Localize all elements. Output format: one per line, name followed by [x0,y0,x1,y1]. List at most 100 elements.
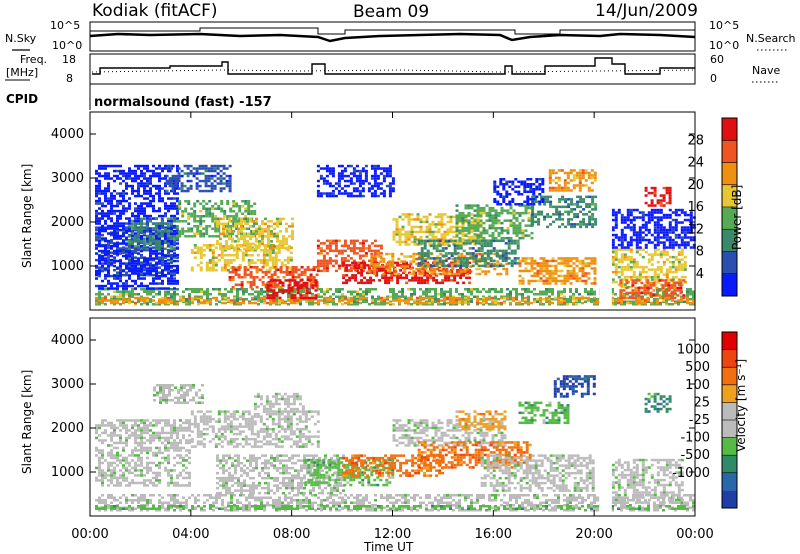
echo-cell [443,303,446,306]
echo-cell [262,251,266,254]
echo-cell [439,272,443,276]
echo-cell [578,176,582,180]
echo-cell [170,288,173,291]
echo-cell [504,259,508,263]
echo-cell [137,189,140,193]
echo-cell [164,182,167,185]
echo-cell [196,227,200,230]
nsearch-trace [90,27,695,35]
echo-cell [572,179,576,182]
echo-cell [137,252,140,255]
echo-cell [98,229,101,233]
echo-cell [566,279,570,283]
echo-cell [462,281,466,285]
echo-cell [267,225,270,228]
echo-cell [462,274,466,277]
echo-cell [466,267,470,271]
echo-cell [107,209,110,213]
echo-cell [158,192,161,195]
echo-cell [273,266,277,269]
echo-cell [146,192,149,195]
echo-cell [448,262,452,266]
echo-cell [170,295,173,298]
echo-cell [345,269,349,272]
echo-cell [113,268,116,272]
echo-cell [500,288,503,291]
echo-cell [376,255,380,258]
echo-cell [500,301,503,305]
echo-cell [300,271,304,274]
echo-cell [435,281,439,285]
echo-cell [331,239,335,243]
echo-cell [416,213,420,216]
echo-cell [231,240,234,243]
echo-cell [134,169,137,173]
echo-cell [293,288,296,291]
echo-cell [143,257,146,260]
echo-cell [510,239,514,243]
echo-cell [98,299,101,302]
echo-cell [164,202,167,205]
echo-cell [449,301,452,305]
echo-cell [161,261,164,264]
echo-cell [127,242,131,246]
echo-cell [122,234,125,238]
echo-cell [197,288,200,291]
echo-cell [456,264,460,268]
echo-cell [428,213,432,216]
echo-cell [594,195,598,199]
echo-cell [274,259,278,262]
echo-cell [273,232,276,236]
echo-cell [374,300,377,303]
echo-cell [134,301,137,305]
echo-cell [449,290,452,293]
echo-cell [489,249,493,253]
echo-cell [476,301,479,305]
echo-cell [309,268,313,271]
echo-cell [635,299,638,302]
echo-cell [361,254,365,258]
echo-cell [148,217,152,221]
echo-cell [494,301,497,305]
echo-cell [479,290,482,293]
echo-cell [161,177,164,180]
echo-cell [113,274,116,278]
echo-cell [254,295,257,298]
echo-cell [558,218,562,221]
echo-cell [590,262,594,265]
echo-cell [551,293,554,296]
echo-cell [644,280,648,284]
echo-cell [371,299,374,302]
echo-cell [110,202,113,205]
echo-cell [479,215,483,219]
echo-cell [560,296,563,300]
echo-cell [302,284,306,287]
echo-cell [116,224,119,228]
echo-cell [474,262,478,265]
echo-cell [447,276,451,280]
echo-cell [205,215,209,218]
echo-cell [101,167,104,170]
echo-cell [143,202,146,205]
echo-cell [686,293,689,296]
echo-cell [143,266,146,269]
echo-cell [443,233,447,236]
echo-cell [385,252,389,256]
echo-cell [137,212,140,215]
echo-cell [95,189,98,193]
echo-cell [232,205,236,208]
echo-cell [122,209,125,213]
echo-cell [291,266,295,269]
echo-cell [104,237,107,240]
echo-cell [146,182,149,185]
echo-cell [398,238,402,241]
echo-cell [461,226,465,230]
echo-cell [125,249,128,253]
echo-cell [217,217,221,220]
echo-cell [427,270,431,273]
echo-cell [413,290,416,293]
echo-cell [276,247,279,251]
echo-cell [220,202,224,205]
echo-cell [426,271,430,275]
echo-cell [107,279,110,283]
